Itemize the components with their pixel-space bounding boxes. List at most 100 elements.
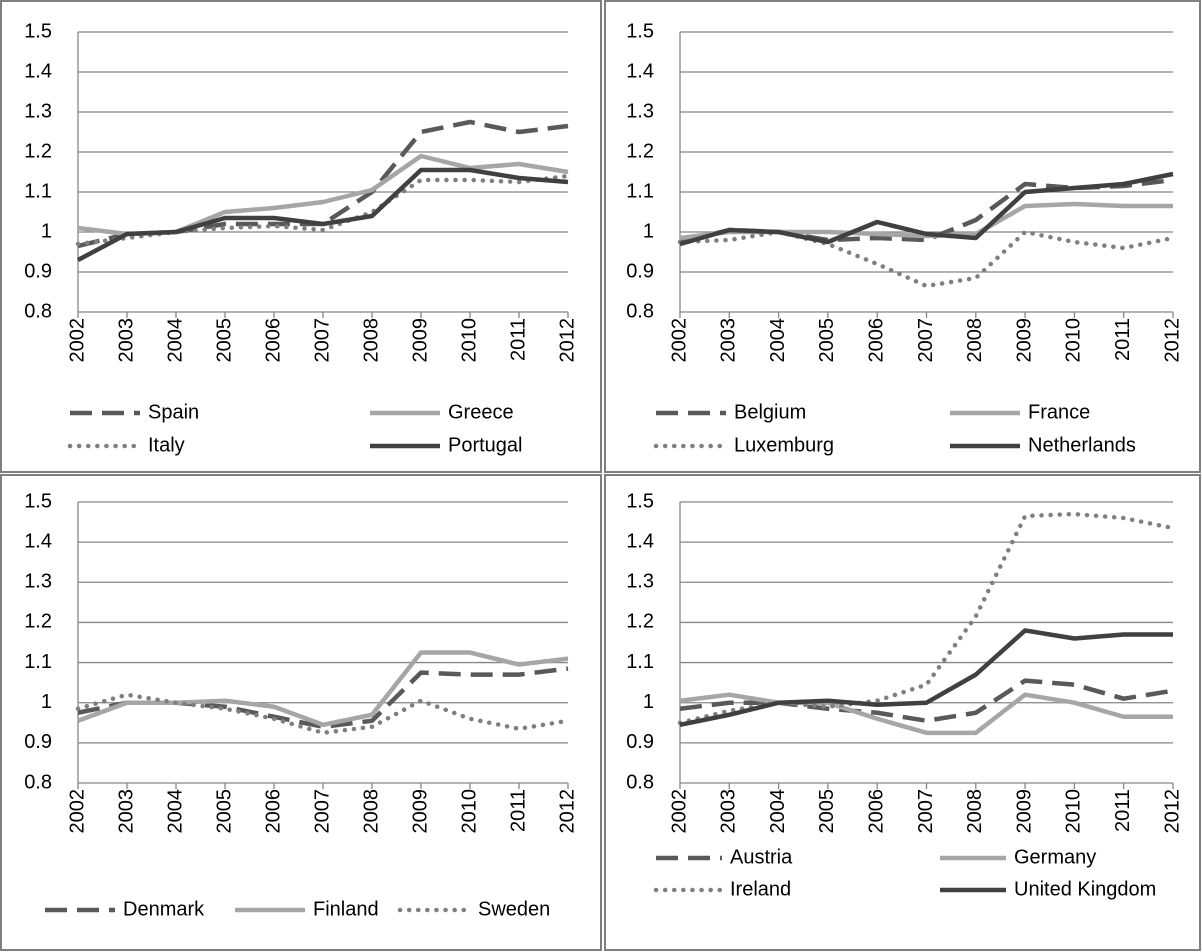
x-tick-label: 2005	[816, 789, 838, 834]
legend-label: Sweden	[478, 898, 550, 920]
legend-label: United Kingdom	[1014, 878, 1156, 900]
x-tick-label: 2004	[767, 318, 789, 363]
legend-label: France	[1028, 401, 1090, 423]
y-tick-label: 1.3	[626, 571, 654, 593]
x-tick-label: 2002	[66, 318, 88, 363]
x-tick-label: 2003	[718, 318, 740, 363]
x-tick-label: 2007	[915, 789, 937, 834]
y-tick-label: 0.8	[626, 300, 654, 322]
series-line	[77, 119, 569, 249]
x-tick-label: 2004	[164, 318, 186, 363]
x-tick-label: 2008	[964, 318, 986, 363]
x-tick-label: 2005	[213, 318, 235, 363]
legend-label: Greece	[448, 401, 514, 423]
y-tick-label: 1.5	[24, 490, 52, 512]
series-line	[677, 229, 1176, 289]
x-tick-label: 2012	[1161, 789, 1183, 834]
x-tick-label: 2008	[360, 318, 382, 363]
y-tick-label: 0.9	[626, 260, 654, 282]
series-line	[679, 628, 1173, 727]
x-tick-label: 2011	[1112, 789, 1134, 832]
x-tick-label: 2011	[507, 789, 529, 832]
x-tick-label: 2012	[556, 318, 578, 363]
legend-label: Austria	[730, 846, 793, 868]
legend-label: Ireland	[730, 878, 791, 900]
y-tick-label: 1.4	[24, 60, 52, 82]
panel-border	[604, 474, 1201, 951]
x-tick-label: 2010	[1063, 789, 1085, 834]
x-tick-label: 2007	[915, 318, 937, 363]
panel: 0.8 0.9 1 1.1 1.2 1.3 1.4 1.5 2002 2003 2004 2005 20…	[626, 20, 1183, 456]
x-tick-label: 2010	[458, 789, 480, 834]
y-tick-label: 1	[41, 691, 52, 713]
x-tick-label: 2012	[1161, 318, 1183, 363]
x-tick-label: 2011	[1112, 318, 1134, 361]
legend-label: Italy	[148, 434, 185, 456]
x-tick-label: 2008	[964, 789, 986, 834]
y-tick-label: 1	[41, 220, 52, 242]
x-tick-label: 2006	[865, 318, 887, 363]
x-tick-label: 2012	[556, 789, 578, 834]
x-tick-label: 2002	[668, 789, 690, 834]
y-tick-label: 1	[643, 220, 654, 242]
y-tick-label: 1.2	[24, 611, 52, 633]
y-tick-label: 1.1	[626, 180, 654, 202]
x-tick-label: 2010	[458, 318, 480, 363]
x-tick-label: 2009	[409, 318, 431, 363]
x-tick-label: 2009	[1013, 789, 1035, 834]
x-tick-label: 2005	[816, 318, 838, 363]
legend-label: Denmark	[123, 898, 205, 920]
legend-label: Spain	[148, 401, 199, 423]
panel-border	[0, 0, 602, 473]
panel-border	[0, 474, 602, 951]
y-tick-label: 1	[643, 691, 654, 713]
panel: 0.8 0.9 1 1.1 1.2 1.3 1.4 1.5 2002 2003 2004 2005 20…	[24, 20, 578, 456]
y-tick-label: 1.1	[24, 180, 52, 202]
x-tick-label: 2004	[164, 789, 186, 834]
legend-label: Netherlands	[1028, 434, 1136, 456]
y-tick-label: 1.5	[626, 20, 654, 42]
series-line	[679, 171, 1174, 247]
y-tick-label: 0.9	[24, 731, 52, 753]
y-tick-label: 1.1	[626, 651, 654, 673]
x-tick-label: 2007	[311, 318, 333, 363]
x-tick-label: 2010	[1063, 318, 1085, 363]
x-tick-label: 2002	[668, 318, 690, 363]
series-line	[77, 650, 569, 728]
y-tick-label: 0.8	[24, 300, 52, 322]
legend-label: Luxemburg	[734, 434, 834, 456]
panel-border	[604, 0, 1201, 473]
series-line	[679, 678, 1174, 724]
y-tick-label: 1.3	[24, 571, 52, 593]
x-tick-label: 2006	[262, 318, 284, 363]
y-tick-label: 1.4	[626, 530, 654, 552]
series-line	[75, 692, 571, 736]
x-tick-label: 2011	[507, 318, 529, 361]
y-tick-label: 1.2	[626, 140, 654, 162]
y-tick-label: 1.3	[24, 100, 52, 122]
y-tick-label: 1.4	[626, 60, 654, 82]
y-tick-label: 1.5	[626, 490, 654, 512]
y-tick-label: 1.2	[24, 140, 52, 162]
series-line	[679, 692, 1173, 736]
x-tick-label: 2007	[311, 789, 333, 834]
y-tick-label: 0.9	[24, 260, 52, 282]
y-tick-label: 0.8	[24, 771, 52, 793]
legend-label: Belgium	[734, 401, 806, 423]
x-tick-label: 2003	[115, 789, 137, 834]
x-tick-label: 2003	[718, 789, 740, 834]
y-tick-label: 1.1	[24, 651, 52, 673]
x-tick-label: 2004	[767, 789, 789, 834]
y-tick-label: 1.2	[626, 611, 654, 633]
x-tick-label: 2002	[66, 789, 88, 834]
panel: 0.8 0.9 1 1.1 1.2 1.3 1.4 1.5 2002 2003 2004 2005 20…	[24, 490, 578, 920]
legend-label: Finland	[313, 898, 379, 920]
legend-label: Germany	[1014, 846, 1096, 868]
x-tick-label: 2008	[360, 789, 382, 834]
y-tick-label: 0.9	[626, 731, 654, 753]
series-line	[77, 666, 569, 730]
x-tick-label: 2009	[1013, 318, 1035, 363]
x-tick-label: 2006	[865, 789, 887, 834]
x-tick-label: 2003	[115, 318, 137, 363]
